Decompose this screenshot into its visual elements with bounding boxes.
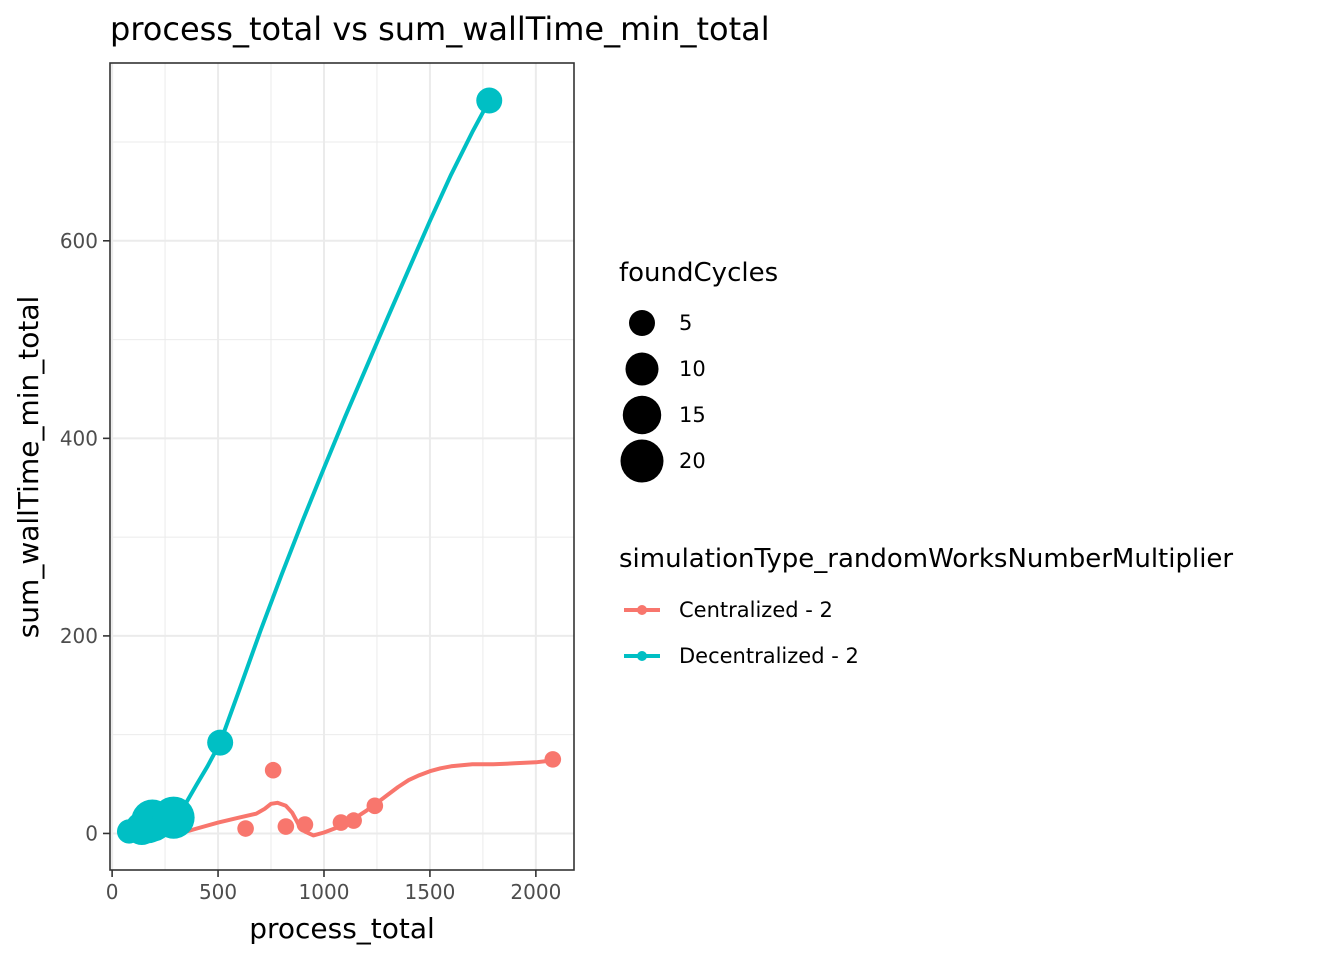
x-tick-label: 1500 (404, 880, 455, 904)
data-point (237, 820, 254, 837)
plot-background (110, 63, 574, 870)
color-legend: simulationType_randomWorksNumberMultipli… (619, 544, 1233, 668)
y-tick-label: 200 (60, 624, 98, 648)
data-point (345, 812, 362, 829)
data-point (264, 761, 282, 779)
y-tick-label: 400 (60, 426, 98, 450)
x-tick-label: 1000 (299, 880, 350, 904)
size-legend-label: 20 (679, 449, 706, 473)
y-axis: 0 200 400 600 (60, 229, 110, 845)
size-legend-key (622, 395, 662, 435)
plot-panel (109, 62, 575, 871)
size-legend-label: 10 (679, 357, 706, 381)
data-point (332, 814, 350, 831)
y-axis-title: sum_wallTime_min_total (12, 296, 45, 639)
x-tick-label: 2000 (510, 880, 561, 904)
plot-border (109, 62, 575, 871)
data-point (476, 87, 503, 114)
data-point (296, 816, 314, 833)
y-tick-label: 0 (85, 821, 98, 845)
minor-gridlines (110, 63, 574, 870)
chart-title: process_total vs sum_wallTime_min_total (110, 10, 770, 48)
data-point (152, 796, 195, 839)
size-legend-label: 15 (679, 403, 706, 427)
data-points (116, 87, 562, 846)
size-legend-key (625, 352, 659, 386)
color-legend-label: Decentralized - 2 (679, 644, 859, 668)
color-legend-dot (637, 605, 647, 615)
x-tick-label: 0 (106, 880, 119, 904)
color-legend-dot (637, 651, 647, 661)
data-point (207, 729, 234, 756)
color-legend-title: simulationType_randomWorksNumberMultipli… (619, 544, 1233, 574)
x-axis-title: process_total (249, 912, 435, 945)
color-legend-keys: Centralized - 2 Decentralized - 2 (624, 598, 859, 668)
data-point (544, 751, 562, 768)
x-axis: 0 500 1000 1500 2000 (106, 870, 561, 904)
x-tick-label: 500 (199, 880, 237, 904)
size-legend-key (629, 310, 655, 336)
size-legend-key (620, 439, 664, 483)
size-legend-title: foundCycles (619, 258, 778, 288)
size-legend: foundCycles 5 10 15 20 (619, 258, 778, 483)
data-point (366, 797, 384, 815)
data-point (277, 818, 295, 835)
color-legend-label: Centralized - 2 (679, 598, 833, 622)
size-legend-label: 5 (679, 311, 692, 335)
y-tick-label: 600 (60, 229, 98, 253)
size-legend-keys: 5 10 15 20 (620, 310, 706, 483)
